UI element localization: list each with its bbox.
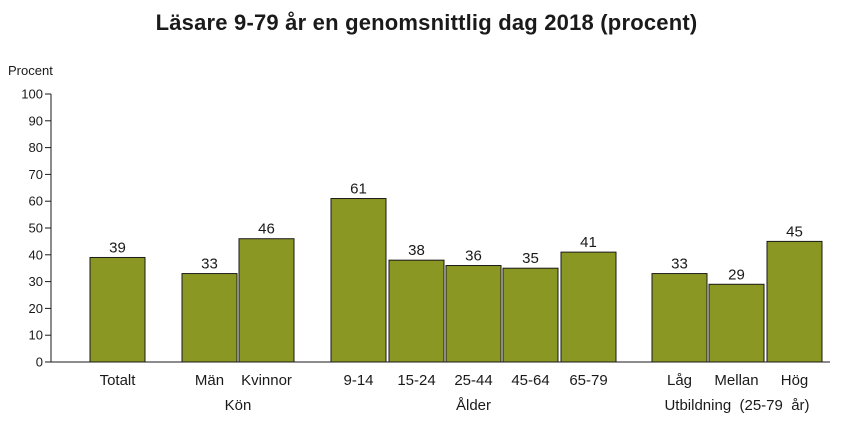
y-tick-label: 40 bbox=[29, 247, 43, 262]
data-label: 33 bbox=[671, 256, 688, 273]
bar-låg bbox=[651, 273, 708, 363]
category-label: Män bbox=[195, 372, 224, 389]
y-tick-label: 100 bbox=[21, 87, 43, 102]
y-tick-label: 10 bbox=[29, 328, 43, 343]
bar-mellan bbox=[708, 283, 765, 363]
bar-män bbox=[181, 273, 238, 363]
data-label: 46 bbox=[258, 221, 275, 238]
y-tick-label: 0 bbox=[36, 355, 43, 370]
data-label: 36 bbox=[465, 248, 482, 265]
y-tick-label: 80 bbox=[29, 140, 43, 155]
group-label: Utbildning (25-79 år) bbox=[664, 397, 809, 414]
data-label: 29 bbox=[728, 266, 745, 283]
y-tick-label: 30 bbox=[29, 274, 43, 289]
group-label: Ålder bbox=[456, 397, 491, 414]
data-label: 39 bbox=[109, 239, 126, 256]
bar-45-64 bbox=[502, 267, 559, 363]
bar-25-44 bbox=[445, 265, 502, 363]
category-label: Hög bbox=[781, 372, 809, 389]
y-tick-label: 20 bbox=[29, 301, 43, 316]
category-label: 9-14 bbox=[343, 372, 373, 389]
data-label: 33 bbox=[201, 256, 218, 273]
y-tick-label: 90 bbox=[29, 113, 43, 128]
y-tick-label: 70 bbox=[29, 167, 43, 182]
data-label: 45 bbox=[786, 223, 803, 240]
bar-9-14 bbox=[330, 198, 387, 363]
data-label: 38 bbox=[408, 242, 425, 259]
bar-15-24 bbox=[388, 259, 445, 363]
bar-totalt bbox=[89, 256, 146, 363]
category-label: 25-44 bbox=[454, 372, 492, 389]
y-tick-label: 60 bbox=[29, 194, 43, 209]
y-axis-title: Procent bbox=[8, 63, 53, 78]
category-label: 65-79 bbox=[569, 372, 607, 389]
category-label: 45-64 bbox=[511, 372, 549, 389]
category-label: Mellan bbox=[714, 372, 758, 389]
bar-kvinnor bbox=[238, 238, 295, 363]
bar-hög bbox=[766, 240, 823, 363]
data-label: 41 bbox=[580, 234, 597, 251]
category-label: Totalt bbox=[100, 372, 137, 389]
category-label: Låg bbox=[667, 372, 692, 389]
group-label: Kön bbox=[225, 397, 252, 414]
chart-title: Läsare 9-79 år en genomsnittlig dag 2018… bbox=[155, 10, 698, 35]
data-label: 61 bbox=[350, 181, 367, 198]
bar-65-79 bbox=[560, 251, 617, 363]
category-label: Kvinnor bbox=[241, 372, 292, 389]
data-label: 35 bbox=[522, 250, 539, 267]
category-label: 15-24 bbox=[397, 372, 435, 389]
y-tick-label: 50 bbox=[29, 221, 43, 236]
